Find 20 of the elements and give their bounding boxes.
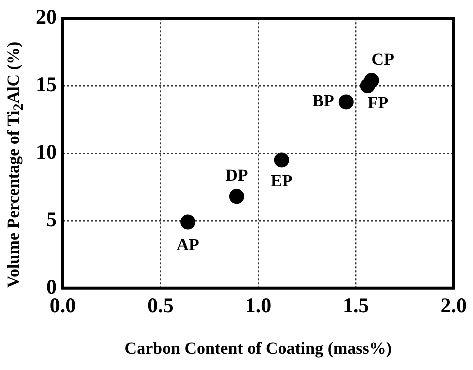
x-tick-label: 0.5 (148, 293, 174, 318)
point (274, 152, 290, 168)
x-tick-label: 1.5 (343, 293, 370, 318)
annotation: AP (176, 236, 200, 255)
point (338, 94, 354, 110)
y-tick-label: 5 (46, 207, 57, 232)
x-tick-label: 2.0 (440, 293, 467, 318)
annotation: EP (271, 172, 293, 191)
y-tick-label: 10 (36, 140, 57, 164)
point (364, 73, 380, 88)
annotation: FP (368, 93, 389, 112)
y-tick-label: 20 (36, 5, 57, 30)
annotation: CP (372, 50, 394, 70)
x-axis-title: Carbon Content of Coating (mass%) (124, 339, 392, 358)
point (229, 189, 244, 204)
y-tick-label: 15 (36, 72, 57, 96)
annotation: DP (226, 166, 248, 186)
point (180, 214, 196, 230)
x-tick-label: 1.0 (245, 293, 272, 318)
annotation: BP (312, 92, 334, 111)
